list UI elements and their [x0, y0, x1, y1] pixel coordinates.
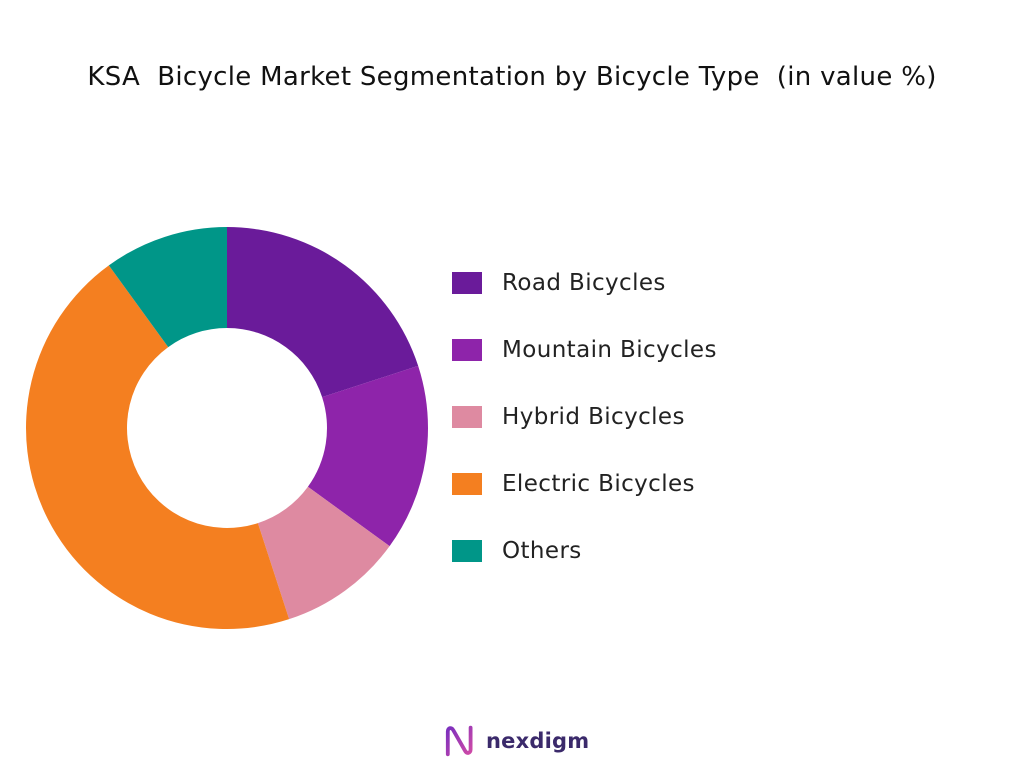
legend-label-others: Others [502, 538, 582, 564]
legend-label-electric-bicycles: Electric Bicycles [502, 471, 695, 497]
nexdigm-logo-icon [445, 725, 476, 757]
donut-chart [25, 227, 429, 629]
brand-name: nexdigm [486, 729, 590, 753]
donut-slice-others [108, 227, 227, 348]
chart-title: KSA Bicycle Market Segmentation by Bicyc… [87, 62, 937, 92]
legend-item-others: Others [452, 534, 717, 568]
donut-slice-road-bicycles [227, 227, 419, 398]
legend-item-electric-bicycles: Electric Bicycles [452, 467, 717, 501]
legend-label-hybrid-bicycles: Hybrid Bicycles [502, 404, 685, 430]
legend-item-road-bicycles: Road Bicycles [452, 266, 717, 300]
donut-slice-electric-bicycles [25, 265, 290, 629]
legend-label-mountain-bicycles: Mountain Bicycles [502, 337, 717, 363]
brand-logo: nexdigm [444, 722, 589, 760]
donut-slice-mountain-bicycles [307, 365, 429, 547]
donut-slice-hybrid-bicycles [257, 486, 390, 620]
legend-swatch-mountain-bicycles [452, 339, 482, 361]
legend-swatch-electric-bicycles [452, 473, 482, 495]
legend-item-hybrid-bicycles: Hybrid Bicycles [452, 400, 717, 434]
chart-legend: Road Bicycles Mountain Bicycles Hybrid Bic… [452, 266, 717, 601]
legend-label-road-bicycles: Road Bicycles [502, 270, 666, 296]
legend-swatch-road-bicycles [452, 272, 482, 294]
legend-item-mountain-bicycles: Mountain Bicycles [452, 333, 717, 367]
legend-swatch-hybrid-bicycles [452, 406, 482, 428]
legend-swatch-others [452, 540, 482, 562]
